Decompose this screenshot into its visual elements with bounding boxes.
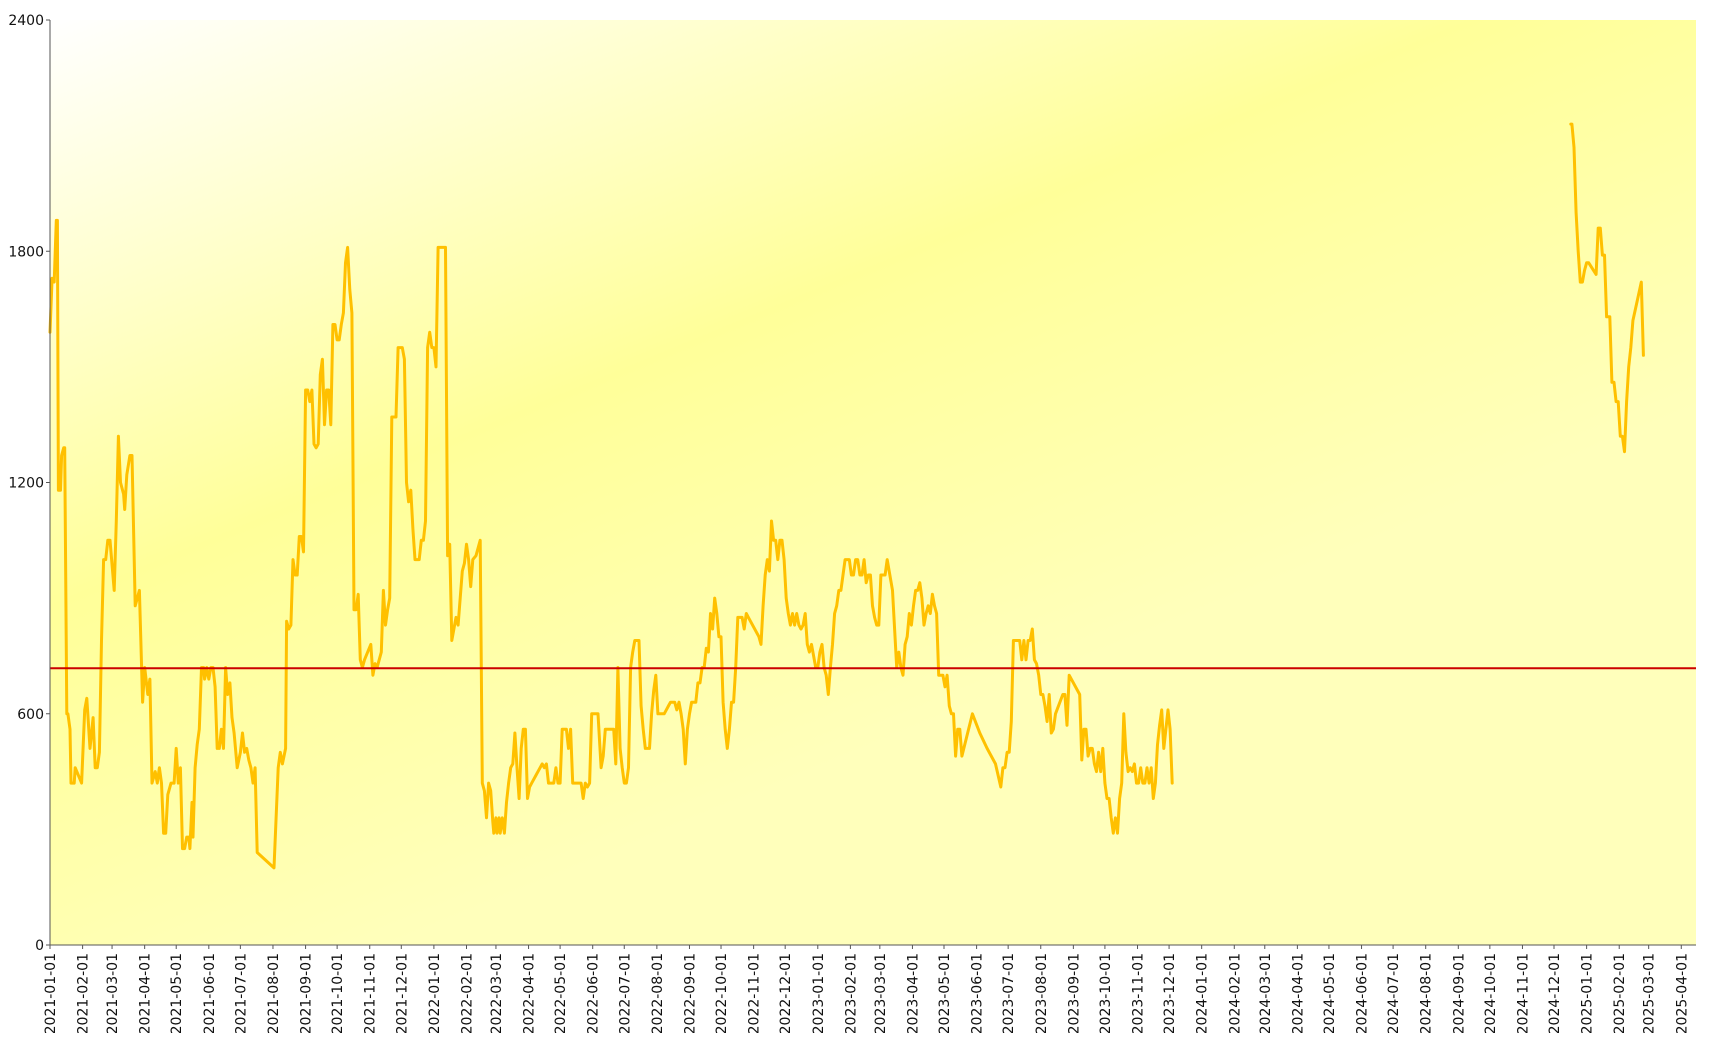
x-tick-label: 2025-01-01 xyxy=(1580,953,1596,1033)
x-tick-label: 2022-05-01 xyxy=(553,953,569,1033)
x-tick-label: 2022-06-01 xyxy=(586,953,602,1033)
x-tick-label: 2023-07-01 xyxy=(1001,953,1017,1033)
y-tick-label: 2400 xyxy=(8,13,44,29)
x-tick-label: 2024-07-01 xyxy=(1386,953,1402,1033)
x-tick-label: 2023-01-01 xyxy=(811,953,827,1033)
x-tick-label: 2024-01-01 xyxy=(1195,953,1211,1033)
x-tick-label: 2024-09-01 xyxy=(1451,953,1467,1033)
x-tick-label: 2025-04-01 xyxy=(1674,953,1690,1033)
x-tick-label: 2021-09-01 xyxy=(299,953,315,1033)
plot-area xyxy=(50,20,1696,945)
x-tick-label: 2023-06-01 xyxy=(970,953,986,1033)
x-tick-label: 2022-02-01 xyxy=(460,953,476,1033)
x-tick-label: 2023-03-01 xyxy=(873,953,889,1033)
x-tick-label: 2022-03-01 xyxy=(489,953,505,1033)
x-tick-label: 2025-03-01 xyxy=(1642,953,1658,1033)
x-tick-label: 2023-05-01 xyxy=(937,953,953,1033)
x-tick-label: 2024-06-01 xyxy=(1355,953,1371,1033)
x-tick-label: 2023-04-01 xyxy=(905,953,921,1033)
y-tick-label: 1200 xyxy=(8,476,44,492)
axis-layer: 0 600 1200 1800 2400 2021-01-01 2021-02-01 2021… xyxy=(8,13,1696,1034)
x-tick-label: 2021-06-01 xyxy=(202,953,218,1033)
x-tick-label: 2024-12-01 xyxy=(1547,953,1563,1033)
x-tick-label: 2024-04-01 xyxy=(1290,953,1306,1033)
x-tick-label: 2022-09-01 xyxy=(683,953,699,1033)
x-tick-label: 2022-04-01 xyxy=(522,953,538,1033)
x-tick-label: 2023-09-01 xyxy=(1066,953,1082,1033)
x-tick-label: 2021-03-01 xyxy=(105,953,121,1033)
y-tick-label: 600 xyxy=(17,707,44,723)
x-tick-label: 2024-08-01 xyxy=(1419,953,1435,1033)
x-tick-label: 2021-05-01 xyxy=(169,953,185,1033)
x-tick-label: 2022-10-01 xyxy=(714,953,730,1033)
x-tick-label: 2021-07-01 xyxy=(233,953,249,1033)
x-tick-label: 2022-11-01 xyxy=(747,953,763,1033)
series-line-1-segment-1 xyxy=(48,218,1174,870)
x-tick-label: 2021-11-01 xyxy=(363,953,379,1033)
x-tick-label: 2023-08-01 xyxy=(1034,953,1050,1033)
x-tick-label: 2024-11-01 xyxy=(1516,953,1532,1033)
x-tick-label: 2021-02-01 xyxy=(76,953,92,1033)
x-tick-label: 2025-02-01 xyxy=(1612,953,1628,1033)
series-line-1-segment-2 xyxy=(1569,122,1645,454)
x-tick-label: 2021-04-01 xyxy=(138,953,154,1033)
x-tick-label: 2023-10-01 xyxy=(1098,953,1114,1033)
x-tick-label: 2022-08-01 xyxy=(650,953,666,1033)
x-tick-label: 2024-02-01 xyxy=(1227,953,1243,1033)
x-tick-label: 2024-03-01 xyxy=(1258,953,1274,1033)
x-tick-label: 2022-01-01 xyxy=(427,953,443,1033)
x-tick-label: 2021-08-01 xyxy=(266,953,282,1033)
x-tick-label: 2023-02-01 xyxy=(843,953,859,1033)
y-tick-label: 1800 xyxy=(8,244,44,260)
x-tick-label: 2021-12-01 xyxy=(394,953,410,1033)
series-layer xyxy=(48,122,1645,870)
y-tick-label: 0 xyxy=(35,938,44,954)
x-tick-label: 2024-05-01 xyxy=(1322,953,1338,1033)
x-tick-label: 2023-12-01 xyxy=(1162,953,1178,1033)
x-tick-label: 2022-07-01 xyxy=(617,953,633,1033)
x-tick-label: 2024-10-01 xyxy=(1483,953,1499,1033)
x-tick-label: 2022-12-01 xyxy=(778,953,794,1033)
x-tick-label: 2021-10-01 xyxy=(330,953,346,1033)
x-tick-label: 2023-11-01 xyxy=(1131,953,1147,1033)
x-tick-label: 2021-01-01 xyxy=(43,953,59,1033)
